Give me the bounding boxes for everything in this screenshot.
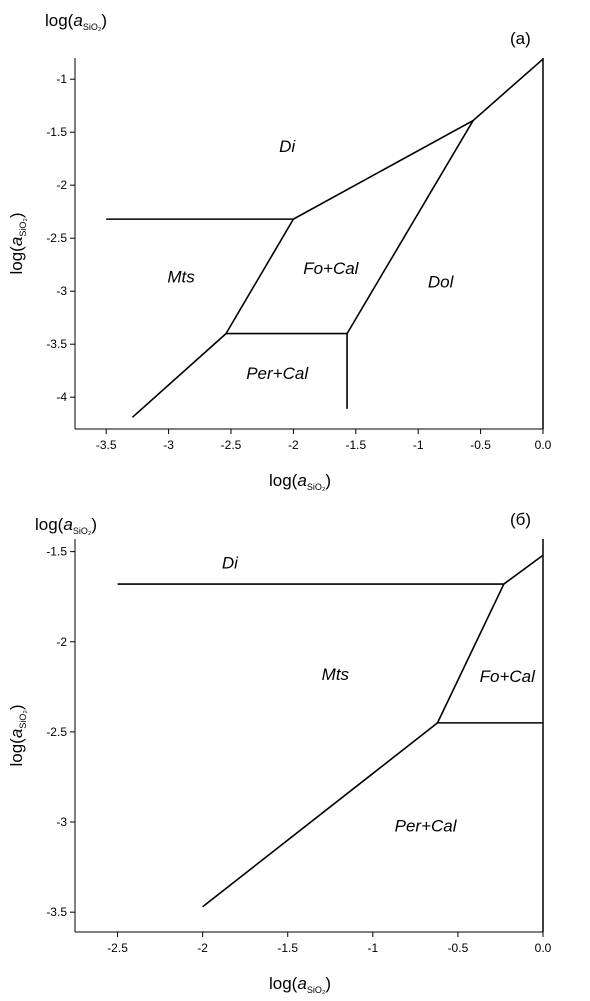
label-suffix: ): [325, 974, 331, 993]
panel-label: (a): [510, 29, 531, 48]
y-tick-label: -3.5: [46, 905, 67, 919]
y-tick-label: -2.5: [46, 725, 67, 739]
y-tick-label: -3.5: [46, 337, 67, 351]
label-suffix: ): [7, 705, 26, 711]
label-prefix: log(: [7, 738, 26, 767]
x-tick-label: -1: [367, 941, 378, 955]
label-var: a: [297, 974, 306, 993]
field-label: Fo+Cal: [480, 667, 536, 686]
label-suffix: ): [7, 213, 26, 219]
label-suffix: ): [325, 471, 331, 490]
x-tick-label: -1: [413, 438, 424, 452]
label-sub: SiO₂: [83, 22, 102, 32]
label-prefix: log(: [269, 471, 298, 490]
label-suffix: ): [101, 11, 107, 30]
axis-label: log(aSiO₂): [7, 213, 28, 275]
y-tick-label: -4: [56, 390, 67, 404]
field-label: Mts: [322, 665, 350, 684]
axis-label: log(aSiO₂): [269, 471, 331, 492]
y-tick-label: -1.5: [46, 125, 67, 139]
label-var: a: [63, 515, 72, 534]
label-sub: SiO₂: [307, 482, 326, 492]
y-tick-label: -1.5: [46, 545, 67, 559]
y-tick-label: -1: [56, 72, 67, 86]
x-tick-label: -1.5: [345, 438, 366, 452]
axis-label: log(aSiO₂): [7, 705, 28, 767]
field-label: Dol: [428, 273, 455, 292]
x-tick-label: -2.5: [221, 438, 242, 452]
x-tick-label: -1.5: [277, 941, 298, 955]
panel-label: (б): [510, 510, 531, 529]
x-tick-label: -0.5: [470, 438, 491, 452]
axis-label: log(aSiO₂): [35, 515, 97, 536]
field-label: Di: [279, 137, 296, 156]
field-label: Fo+Cal: [303, 259, 359, 278]
label-sub: SiO₂: [73, 526, 92, 536]
y-tick-label: -3: [56, 284, 67, 298]
label-prefix: log(: [269, 974, 298, 993]
field-label: Di: [222, 553, 239, 572]
label-sub: SiO₂: [18, 710, 28, 729]
x-tick-label: -0.5: [448, 941, 469, 955]
phase-boundary: [436, 583, 505, 724]
label-prefix: log(: [35, 515, 64, 534]
label-prefix: log(: [7, 246, 26, 275]
x-tick-label: -3: [163, 438, 174, 452]
phase-boundary: [202, 722, 438, 908]
label-sub: SiO₂: [18, 218, 28, 237]
x-tick-label: -2.5: [107, 941, 128, 955]
label-suffix: ): [91, 515, 97, 534]
x-tick-label: 0.0: [535, 941, 552, 955]
y-tick-label: -2.5: [46, 231, 67, 245]
label-var: a: [7, 237, 26, 246]
phase-boundary: [293, 58, 544, 220]
x-tick-label: -3.5: [96, 438, 117, 452]
label-sub: SiO₂: [307, 985, 326, 995]
field-label: Per+Cal: [395, 817, 458, 836]
label-var: a: [297, 471, 306, 490]
y-tick-label: -2: [56, 178, 67, 192]
y-tick-label: -2: [56, 635, 67, 649]
label-prefix: log(: [45, 11, 74, 30]
field-label: Per+Cal: [246, 364, 309, 383]
x-tick-label: 0.0: [535, 438, 552, 452]
x-tick-label: -2: [288, 438, 299, 452]
phase-boundary: [346, 120, 474, 335]
label-var: a: [7, 729, 26, 738]
axis-label: log(aSiO₂): [45, 11, 107, 32]
label-var: a: [73, 11, 82, 30]
phase-boundary: [131, 333, 227, 418]
axis-label: log(aSiO₂): [269, 974, 331, 995]
phase-boundary: [225, 218, 295, 335]
field-label: Mts: [167, 267, 195, 286]
x-tick-label: -2: [197, 941, 208, 955]
phase-boundary: [503, 554, 544, 585]
y-tick-label: -3: [56, 815, 67, 829]
